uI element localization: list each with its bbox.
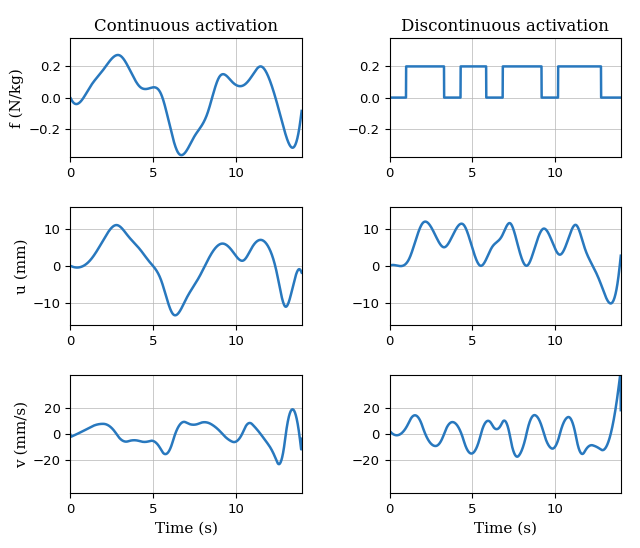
Y-axis label: u (mm): u (mm) — [15, 238, 29, 294]
Title: Continuous activation: Continuous activation — [94, 19, 278, 36]
Y-axis label: f (N/kg): f (N/kg) — [10, 67, 24, 128]
X-axis label: Time (s): Time (s) — [154, 522, 218, 535]
Title: Discontinuous activation: Discontinuous activation — [401, 19, 609, 36]
Y-axis label: v (mm/s): v (mm/s) — [15, 401, 29, 467]
X-axis label: Time (s): Time (s) — [474, 522, 537, 535]
